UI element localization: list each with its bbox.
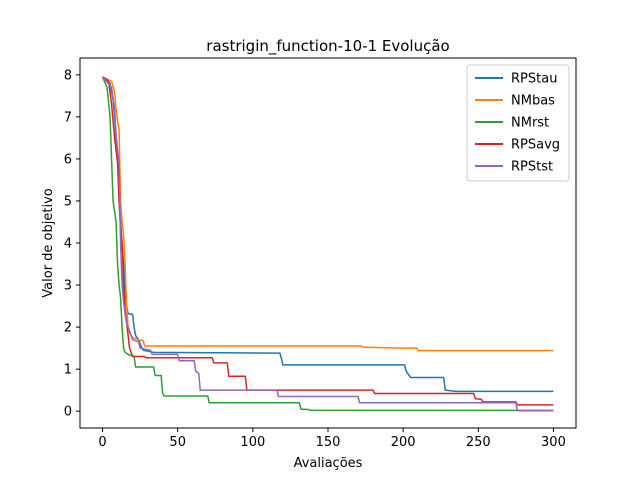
x-tick-label: 300 [541, 435, 566, 450]
y-tick-label: 0 [64, 405, 72, 420]
chart-title: rastrigin_function-10-1 Evolução [206, 37, 449, 56]
y-tick-label: 4 [64, 237, 72, 252]
legend: RPStau NMbas NMrst RPSavg RPStst [466, 64, 570, 182]
x-tick-label: 100 [240, 435, 265, 450]
y-tick-label: 2 [64, 321, 72, 336]
x-tick-label: 0 [98, 435, 106, 450]
series-line-rpstst [101, 76, 554, 412]
y-tick-label: 3 [64, 279, 72, 294]
y-tick-label: 8 [64, 68, 72, 83]
x-axis-ticks: 0 50 100 150 200 250 300 [98, 428, 566, 450]
y-axis-ticks: 0 1 2 3 4 5 6 7 8 [64, 68, 80, 420]
y-tick-label: 5 [64, 194, 72, 209]
legend-label: RPSavg [511, 138, 560, 153]
x-tick-label: 50 [169, 435, 186, 450]
y-tick-label: 6 [64, 152, 72, 167]
y-axis-title: Valor de objetivo [41, 188, 56, 297]
y-tick-label: 7 [64, 110, 72, 125]
legend-label: NMbas [511, 94, 555, 109]
legend-box [466, 64, 570, 182]
legend-label: RPStst [511, 160, 553, 175]
x-axis-title: Avaliações [294, 456, 363, 471]
legend-label: RPStau [511, 72, 557, 87]
x-tick-label: 250 [466, 435, 491, 450]
y-tick-label: 1 [64, 363, 72, 378]
series-layer [101, 76, 554, 412]
x-tick-label: 200 [391, 435, 416, 450]
legend-label: NMrst [511, 116, 549, 131]
x-tick-label: 150 [316, 435, 341, 450]
